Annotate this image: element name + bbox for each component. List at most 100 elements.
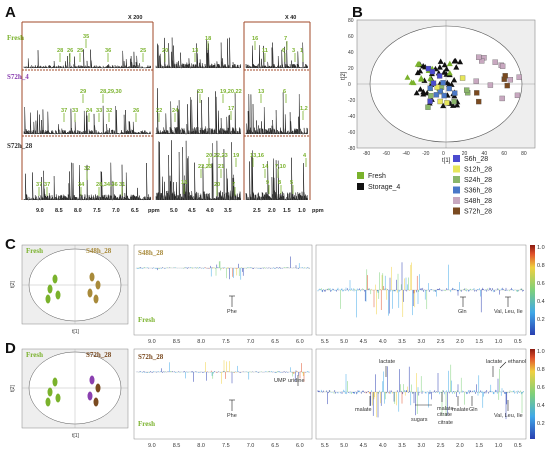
- colorbar-tick: 0.2: [537, 317, 545, 323]
- score-point-storage28: [425, 65, 432, 72]
- spectrum-d-mid-ticks: 9.0 8.5 8.0 7.5 7.0 6.5 6.0: [148, 443, 304, 449]
- legend-label: S6h_28: [464, 156, 488, 163]
- legend-swatch: [453, 165, 460, 173]
- ppm-tick: 1.5: [475, 443, 483, 449]
- tick-1-5: 1.5: [283, 208, 291, 214]
- score-point-storage: [413, 89, 420, 96]
- peak-annotation: 19: [233, 153, 239, 159]
- score-point-fresh: [446, 69, 453, 76]
- tick-2-5: 2.5: [253, 208, 261, 214]
- panel-a-axis: 9.0 8.5 8.0 7.5 7.0 6.5 ppm 5.0 4.5 4.0 …: [36, 208, 324, 214]
- peak-annotation: 3: [292, 48, 295, 54]
- pca-point-fresh: [52, 377, 58, 387]
- peak-annotation: 37: [36, 182, 42, 188]
- score-plot-xtick: -80: [363, 151, 370, 157]
- ppm-tick: 3.5: [398, 443, 406, 449]
- peak-annotation: 37: [61, 108, 67, 114]
- ppm-tick: 0.5: [514, 339, 522, 345]
- score-plot-ytick: -80: [348, 146, 355, 152]
- spectrum-a-left-0: [23, 49, 151, 69]
- score-point-storage: [440, 102, 447, 109]
- score-point-storage28: [479, 58, 485, 64]
- pca-point-fresh: [45, 397, 51, 407]
- colorbar-tick: 1.0: [537, 349, 545, 355]
- ppm-tick: 1.5: [475, 339, 483, 345]
- score-point-fresh: [446, 60, 453, 67]
- score-point-storage28: [434, 84, 440, 90]
- pca-d-other-label: S72h_28: [86, 351, 112, 359]
- pca-d-ylabel: t[2]: [10, 384, 16, 392]
- score-point-storage28: [502, 73, 508, 79]
- ppm-tick: 2.0: [456, 339, 464, 345]
- panel-c-label: C: [5, 236, 16, 253]
- panel-a-spectra: [23, 37, 308, 201]
- ppm-tick: 7.0: [247, 443, 255, 449]
- peak-annotation: 24: [172, 108, 179, 114]
- score-point-storage28: [492, 59, 498, 65]
- score-point-storage: [448, 81, 455, 87]
- spectrum-a-left-2: [23, 162, 151, 201]
- score-point-storage28: [437, 98, 443, 105]
- peak-annotation: 25: [77, 48, 83, 54]
- colorbar-tick: 0.8: [537, 263, 545, 269]
- ppm-tick: 4.5: [360, 339, 368, 345]
- tick-4-5: 4.5: [188, 208, 196, 214]
- tick-8-0: 8.0: [74, 208, 82, 214]
- ppm-tick: 2.5: [437, 339, 445, 345]
- peak-annotation: 1,2: [300, 106, 308, 112]
- pca-point-fresh: [47, 284, 53, 294]
- tick-2-0: 2.0: [268, 208, 276, 214]
- sample-label-s72h-28: S72h_28: [7, 142, 33, 150]
- panel-d-right-annotations: lactate malate sugars malate, citrate cit…: [355, 359, 526, 426]
- peak-annotation: 5: [290, 180, 293, 186]
- colorbar-tick: 0.6: [537, 281, 545, 287]
- score-point-storage28: [444, 100, 450, 106]
- peak-annotation: 14: [262, 164, 269, 170]
- score-plot-xtick: 0: [442, 151, 445, 157]
- peak-annotation: 23: [197, 89, 203, 95]
- spectrum-a-mid-0: [155, 37, 241, 69]
- colorbar-tick: 0.6: [537, 385, 545, 391]
- peak-annotation: 22,23: [198, 164, 212, 170]
- score-point-storage28: [427, 85, 433, 91]
- spectrum-d-sample-label: S72h_28: [138, 353, 164, 361]
- score-point-storage: [420, 62, 427, 69]
- score-point-storage: [451, 77, 458, 83]
- score-point-storage28: [452, 90, 458, 96]
- pca-point-stored: [93, 294, 99, 304]
- colorbar-c: [530, 245, 535, 335]
- panel-d: D Fresh S72h_28 t[2] t[1] S72h_28 Fresh …: [5, 340, 545, 449]
- ppm-tick: 7.5: [222, 339, 230, 345]
- annotation-ethanol: ethanol: [508, 359, 526, 365]
- score-point-storage28: [474, 90, 480, 96]
- pca-c-ylabel: t[2]: [10, 280, 16, 288]
- zoom-right-label: X 40: [285, 15, 296, 21]
- ppm-tick: 5.5: [321, 443, 329, 449]
- score-point-storage: [457, 58, 464, 65]
- peak-annotation: 20,22,23: [206, 153, 228, 159]
- annotation-lactate-2: lactate: [486, 359, 502, 365]
- pca-point-stored: [89, 375, 95, 385]
- peak-annotation: 25: [140, 48, 146, 54]
- peak-annotation: 24: [86, 108, 93, 114]
- peak-annotation: 8: [278, 180, 281, 186]
- peak-annotation: 31: [119, 182, 125, 188]
- spectrum-d-right-frame: [315, 348, 527, 440]
- colorbar-tick: 0.2: [537, 421, 545, 427]
- score-point-storage: [417, 67, 424, 74]
- score-point-fresh: [414, 61, 421, 67]
- legend-swatch: [357, 172, 364, 179]
- score-point-storage28: [440, 80, 446, 86]
- ppm-tick: 4.5: [360, 443, 368, 449]
- score-plot-xtick: 80: [521, 151, 527, 157]
- peak-annotation: 37: [44, 182, 50, 188]
- score-plot-xtick: -40: [402, 151, 409, 157]
- annotation-malate-2: malate: [452, 407, 469, 413]
- score-plot-xtick: 20: [462, 151, 468, 157]
- legend-label: S48h_28: [464, 198, 492, 205]
- score-point-storage28: [473, 78, 479, 84]
- score-point-storage28: [429, 69, 436, 75]
- score-plot-xtick: 60: [501, 151, 507, 157]
- annotation-lactate-1: lactate: [379, 359, 395, 365]
